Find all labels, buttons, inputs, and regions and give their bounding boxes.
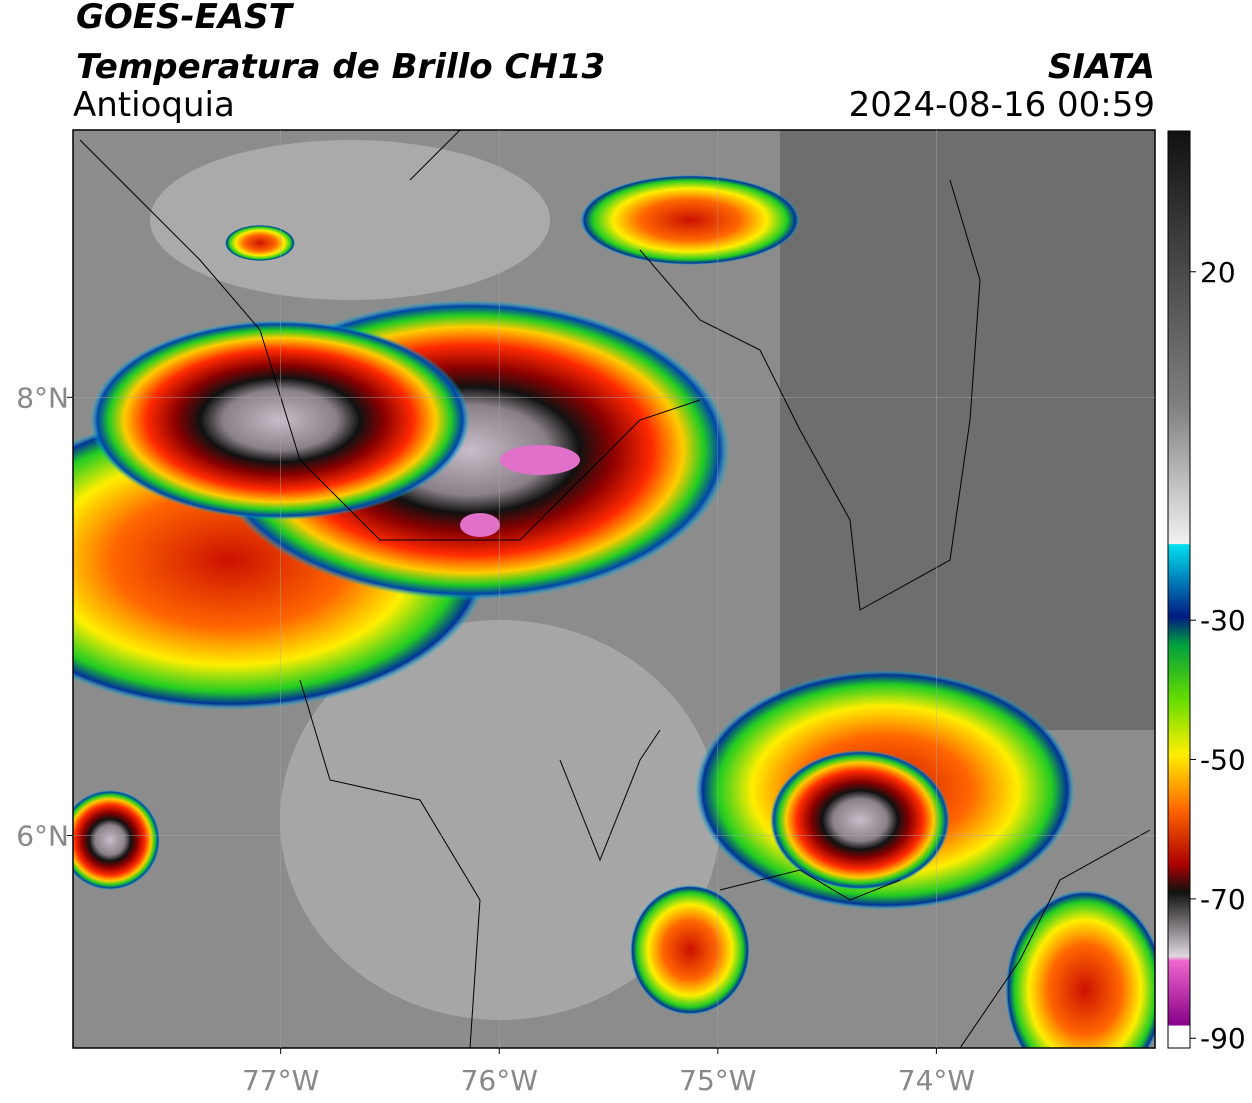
title: GOES-EAST [76, 0, 295, 37]
colorbar-tick-label: -70 [1200, 883, 1246, 916]
colorbar-tick-label: 20 [1200, 256, 1236, 289]
colorbar-tick-label: -50 [1200, 744, 1246, 777]
x-tick-label: 75°W [679, 1064, 756, 1097]
satellite-image [73, 130, 1155, 1048]
agency: SIATA [1048, 47, 1155, 87]
colorbar-tick-label: -30 [1200, 604, 1246, 637]
x-tick-label: 77°W [242, 1064, 319, 1097]
x-tick-label: 74°W [898, 1064, 975, 1097]
y-tick-label: 8°N [16, 381, 69, 414]
x-tick-label: 76°W [461, 1064, 538, 1097]
colorbar-tick-label: -90 [1200, 1022, 1246, 1055]
colorbar [1167, 130, 1191, 1049]
subtitle: Temperatura de Brillo CH13 [76, 47, 605, 87]
y-tick-label: 6°N [16, 819, 69, 852]
map-frame [72, 129, 1156, 1049]
region: Antioquia [73, 85, 235, 125]
datetime: 2024-08-16 00:59 [849, 85, 1155, 125]
